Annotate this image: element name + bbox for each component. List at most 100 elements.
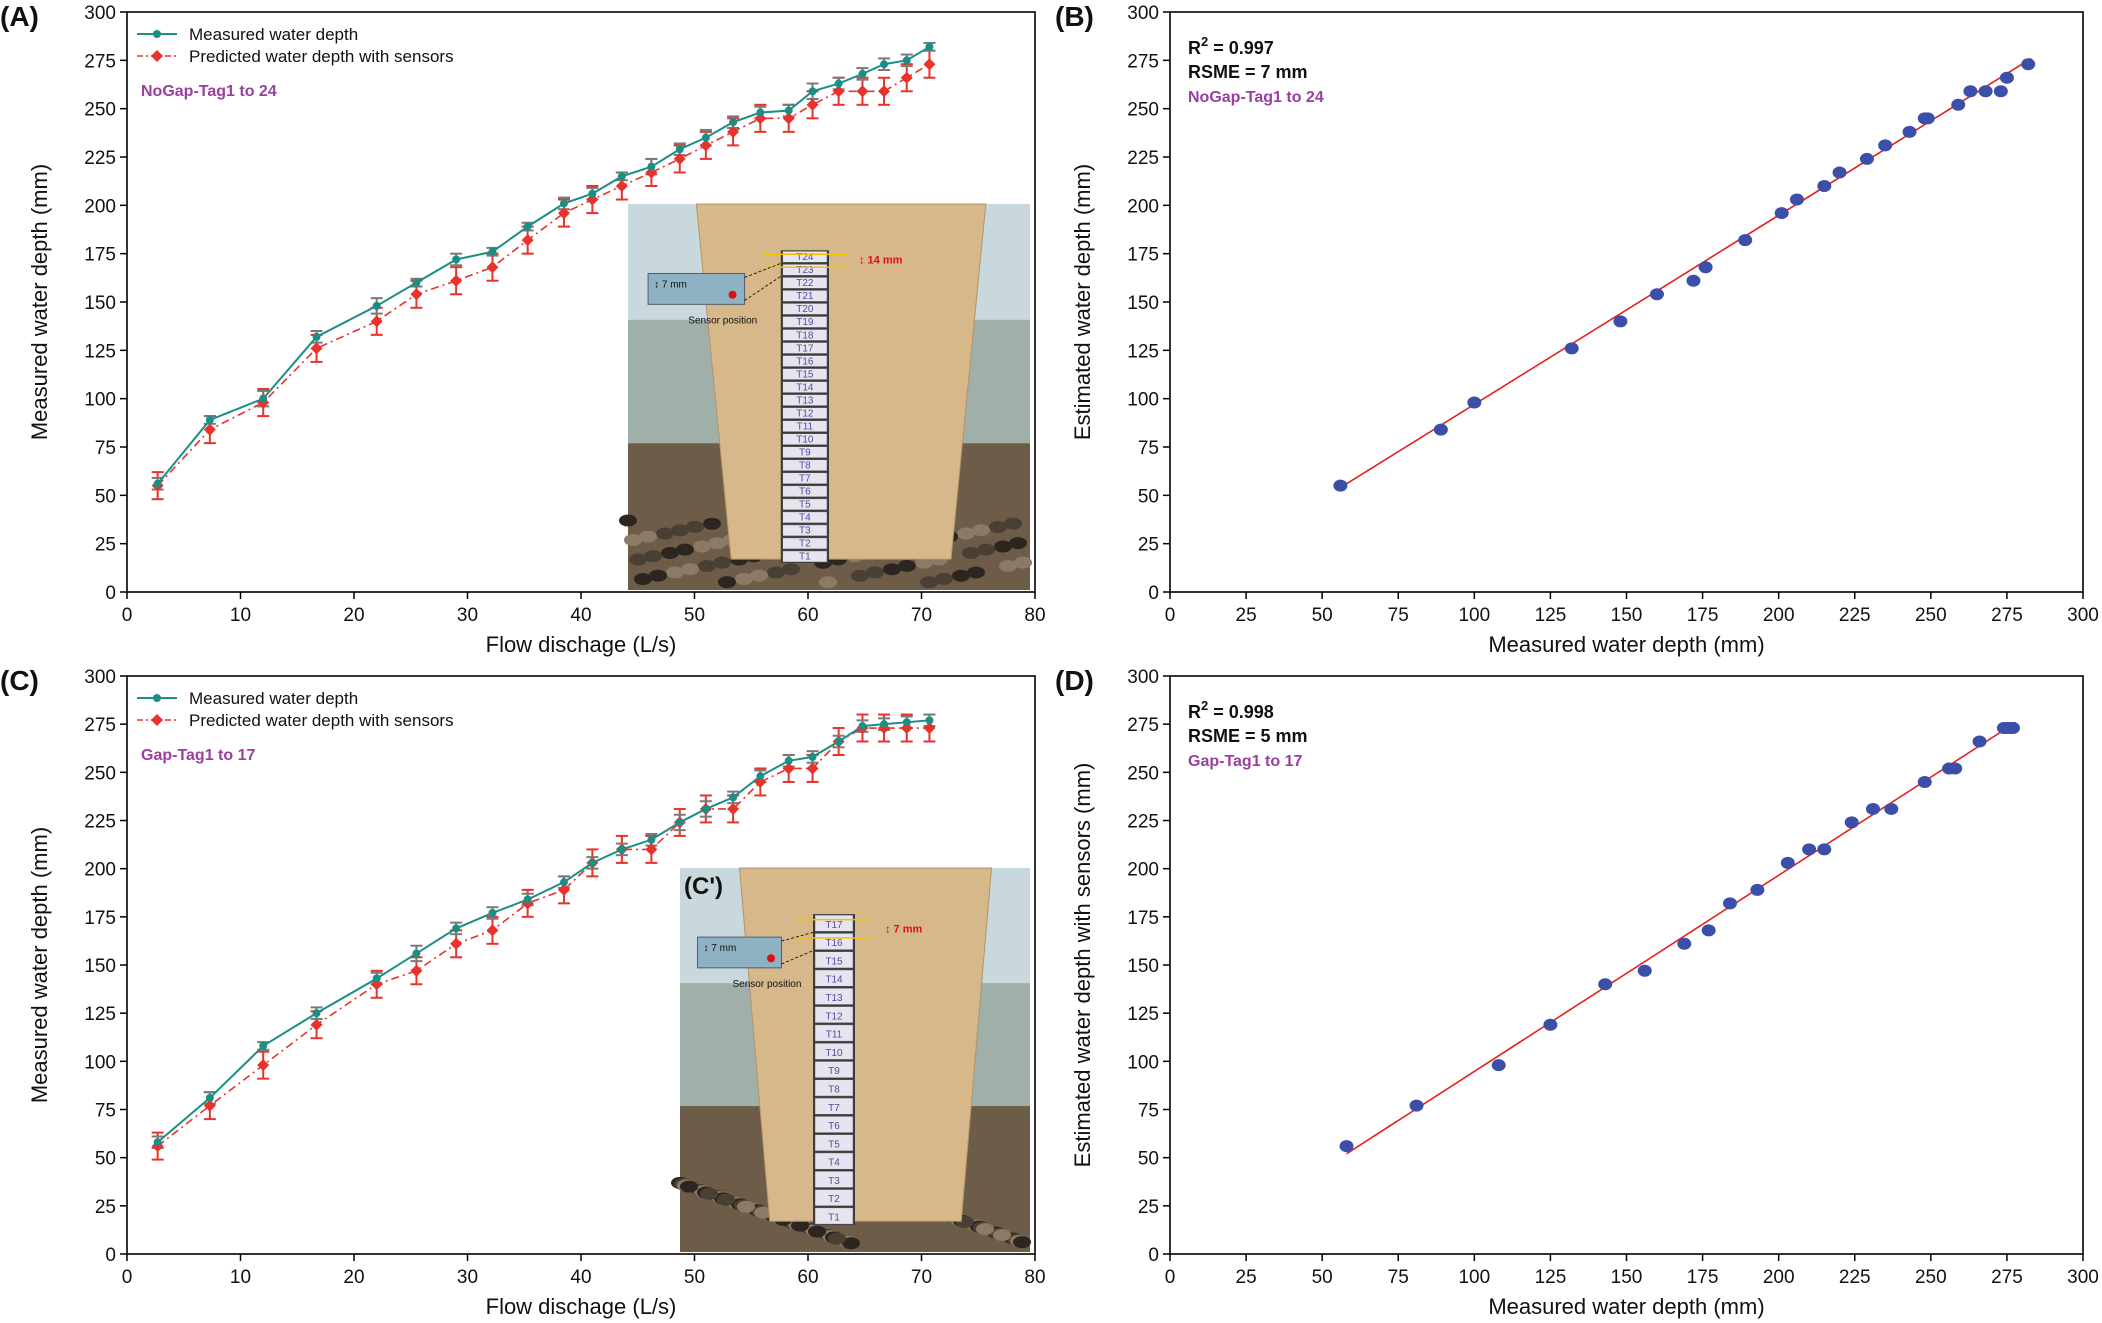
y-axis-label: Measured water depth (mm) <box>27 827 52 1103</box>
predicted-point <box>370 978 383 991</box>
scatter-point <box>1999 71 2014 84</box>
rfid-tag <box>814 1042 854 1060</box>
y-tick-label: 250 <box>84 100 116 121</box>
sensor-card <box>647 272 746 305</box>
x-tick-label: 275 <box>1991 605 2023 626</box>
pebble <box>962 546 980 559</box>
sensor-position-dot <box>728 290 737 299</box>
pebble <box>661 547 679 559</box>
configuration-annotation: Gap-Tag1 to 17 <box>1188 753 1302 770</box>
rfid-tag <box>782 524 828 537</box>
rsme-stat: RSME = 7 mm <box>1188 62 1308 82</box>
rfid-tag-label: T6 <box>828 1121 840 1132</box>
rfid-tag-label: T9 <box>799 448 811 459</box>
measured-point <box>588 858 597 867</box>
rfid-tag <box>814 988 854 1005</box>
y-tick-label: 125 <box>1127 341 1159 362</box>
x-tick-label: 60 <box>797 1267 818 1288</box>
inset-panel-label: (C') <box>684 873 723 900</box>
scatter-point <box>1817 843 1832 856</box>
legend-predicted-label: Predicted water depth with sensors <box>189 47 454 66</box>
predicted-point <box>832 85 845 98</box>
measured-point <box>412 949 421 958</box>
x-tick-label: 70 <box>911 1267 932 1288</box>
predicted-point <box>370 315 383 328</box>
legend-predicted-marker <box>151 714 163 726</box>
y-tick-label: 75 <box>1138 1101 1159 1122</box>
pebble <box>866 566 884 579</box>
rfid-tag-label: T20 <box>796 304 814 315</box>
scatter-point <box>1701 924 1716 937</box>
scatter-point <box>1698 261 1713 274</box>
x-tick-label: 0 <box>1165 605 1176 626</box>
pebble <box>898 559 916 572</box>
y-tick-label: 250 <box>84 763 116 784</box>
scatter-point <box>1878 139 1893 152</box>
predicted-point <box>203 423 216 436</box>
predicted-point <box>782 762 795 775</box>
x-tick-label: 225 <box>1839 1267 1871 1288</box>
pebble <box>634 572 652 585</box>
rfid-tag-label: T7 <box>799 474 811 485</box>
rsme-stat: RSME = 5 mm <box>1188 726 1308 746</box>
rfid-tag-label: T24 <box>796 252 814 263</box>
x-tick-label: 10 <box>230 605 251 626</box>
x-tick-label: 275 <box>1991 1267 2023 1288</box>
y-axis-label: Estimated water depth with sensors (mm) <box>1070 763 1095 1168</box>
plot-frame <box>1169 675 2084 1255</box>
configuration-annotation: NoGap-Tag1 to 24 <box>1188 89 1324 106</box>
measured-point <box>617 172 626 181</box>
scatter-point <box>1738 234 1753 247</box>
rfid-tag-label: T7 <box>828 1103 840 1114</box>
x-tick-label: 200 <box>1763 605 1795 626</box>
scatter-point <box>1802 843 1817 856</box>
x-tick-label: 10 <box>230 1267 251 1288</box>
x-axis-label: Flow dischage (L/s) <box>486 1294 677 1319</box>
r-squared-stat: R2 = 0.997 <box>1188 34 1274 58</box>
rfid-tag-label: T16 <box>825 938 843 949</box>
scatter-point <box>1564 342 1579 355</box>
measured-point <box>205 415 214 424</box>
scatter-point <box>1333 479 1348 492</box>
scatter-point <box>1613 315 1628 328</box>
configuration-annotation: Gap-Tag1 to 17 <box>141 747 255 764</box>
pebble <box>754 1206 772 1219</box>
scatter-point <box>1750 883 1765 896</box>
rfid-tag <box>814 1116 854 1133</box>
x-tick-label: 300 <box>2067 605 2099 626</box>
rfid-tag-label: T6 <box>799 487 811 498</box>
rfid-tag <box>814 1097 854 1115</box>
legend-measured-label: Measured water depth <box>189 689 358 708</box>
measured-point <box>675 818 684 827</box>
x-tick-label: 70 <box>911 605 932 626</box>
scatter-point <box>1789 193 1804 206</box>
pebble <box>1009 537 1027 550</box>
rfid-tag-label: T3 <box>828 1176 840 1187</box>
measured-point <box>153 1138 162 1147</box>
x-tick-label: 75 <box>1388 605 1409 626</box>
rfid-tag <box>782 290 828 302</box>
measured-point <box>259 394 268 403</box>
y-tick-label: 50 <box>1138 486 1159 507</box>
x-tick-label: 225 <box>1839 605 1871 626</box>
scatter-point <box>1972 735 1987 748</box>
r-squared-stat: R2 = 0.998 <box>1188 698 1274 722</box>
x-tick-label: 25 <box>1236 1267 1257 1288</box>
x-tick-label: 20 <box>343 605 364 626</box>
rfid-tag-label: T1 <box>799 552 811 563</box>
rfid-tag <box>782 264 828 276</box>
measured-point <box>756 108 765 117</box>
panel-label: (A) <box>0 1 39 32</box>
rfid-tag-label: T9 <box>828 1066 840 1077</box>
legend-predicted-marker <box>151 50 163 62</box>
measured-point <box>925 42 934 51</box>
measured-point <box>834 79 843 88</box>
measured-point <box>523 895 532 904</box>
pebble <box>629 553 647 566</box>
x-tick-label: 0 <box>1165 1267 1176 1288</box>
predicted-point <box>203 1099 216 1112</box>
rfid-tag-label: T18 <box>796 330 814 341</box>
pebble <box>693 540 711 553</box>
rfid-tag-label: T14 <box>796 382 814 393</box>
